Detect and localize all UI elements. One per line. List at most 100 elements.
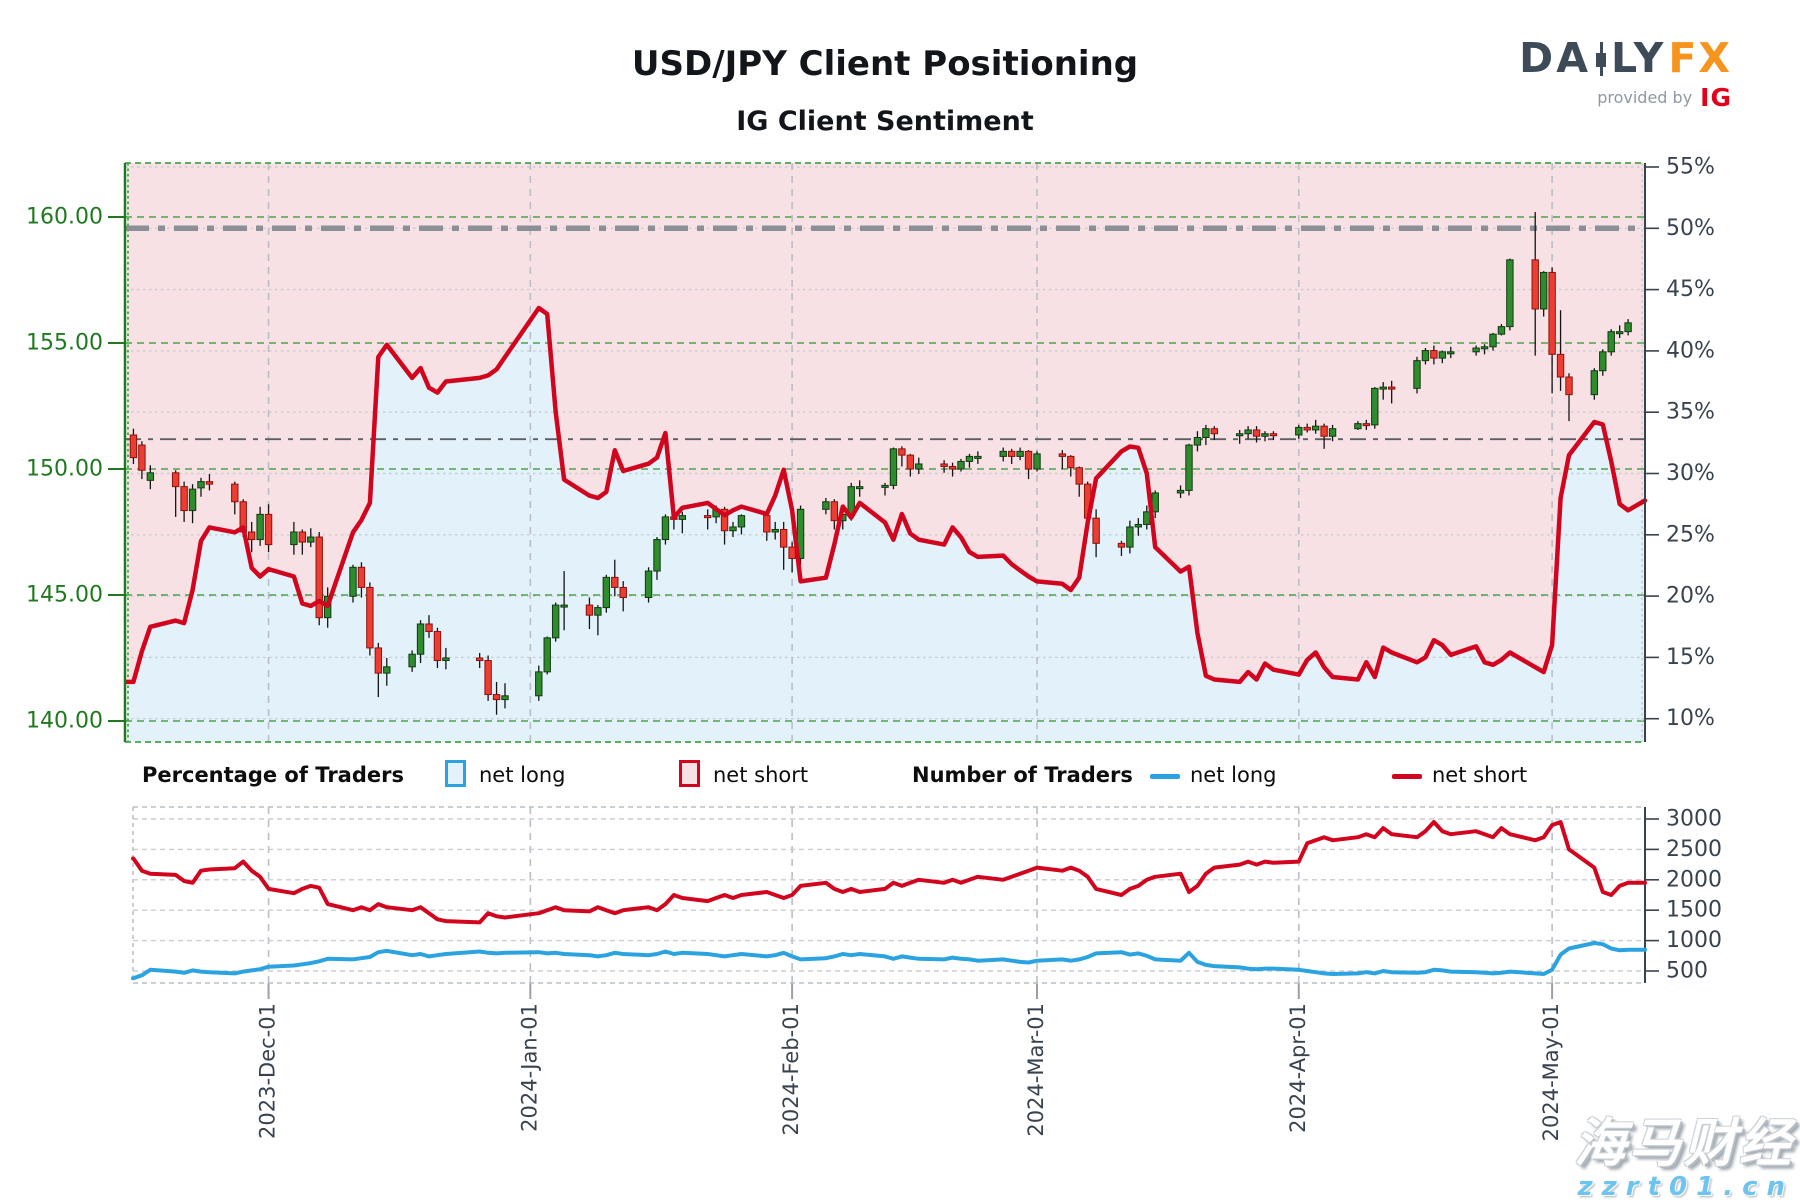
candle-down [374, 647, 383, 674]
candle-down [1269, 433, 1278, 437]
pct-axis-label: 50% [1666, 216, 1715, 241]
candle-down [1548, 271, 1556, 355]
candle-down [180, 486, 188, 512]
pct-axis-label: 45% [1666, 277, 1715, 302]
pct-axis-label: 25% [1666, 522, 1715, 547]
candle-down [1058, 453, 1067, 457]
candle-down [171, 472, 180, 488]
logo-candlestick-icon [1595, 41, 1607, 76]
candle-up [560, 604, 568, 608]
net-short-count-line [131, 820, 1647, 925]
count-axis-label: 2000 [1666, 867, 1722, 892]
candle-down [1362, 423, 1371, 427]
candle-down [1092, 517, 1100, 544]
net-long-count-line [131, 941, 1647, 981]
candle-down [484, 660, 492, 696]
logo-text-da: DA [1519, 34, 1591, 82]
candle-down [1252, 429, 1261, 437]
candle-down [948, 465, 957, 470]
ig-logo: IG [1700, 83, 1732, 112]
candle-down [720, 508, 729, 532]
candle-up [915, 463, 923, 470]
candle-up [1438, 351, 1447, 359]
candle-down [1303, 426, 1311, 431]
net-short-area [127, 163, 1645, 682]
chart-legend: Percentage of Traders net long net short… [0, 760, 1800, 796]
pct-axis-label: 15% [1666, 645, 1715, 670]
candle-up [771, 528, 779, 533]
candle-down [1007, 450, 1016, 457]
candle-up [1311, 425, 1320, 431]
candle-down [703, 515, 712, 519]
candle-down [264, 513, 273, 546]
x-axis-date-label: 2024-May-01 [1539, 1003, 1563, 1141]
candle-down [1024, 450, 1033, 470]
candle-up [881, 484, 889, 488]
candle-down [1430, 350, 1438, 359]
provided-by-row: provided by IG [1519, 85, 1732, 110]
count-axis-label: 1000 [1666, 928, 1722, 953]
candle-up [678, 515, 687, 520]
candle-up [1472, 347, 1480, 353]
candle-down [763, 515, 771, 533]
price-axis-label: 140.00 [26, 709, 103, 734]
candle-down [475, 657, 484, 662]
candle-up [1235, 433, 1244, 437]
watermark: 海马财经 zzrt01.cn [1574, 1118, 1794, 1200]
candle-up [543, 637, 551, 673]
watermark-line2: zzrt01.cn [1577, 1172, 1794, 1200]
candle-down [492, 694, 501, 701]
watermark-line1: 海马财经 [1573, 1114, 1794, 1174]
candle-up [796, 508, 805, 559]
candle-down [1067, 455, 1075, 469]
candle-up [1624, 322, 1632, 333]
candle-down [1387, 386, 1396, 390]
candle-down [205, 481, 214, 485]
candle-up [197, 481, 205, 489]
candle-up [594, 607, 602, 616]
candle-up [602, 576, 611, 609]
x-axis-date-label: 2024-Jan-01 [517, 1003, 541, 1132]
candle-up [307, 536, 315, 543]
logo-text-ly: LY [1610, 34, 1667, 82]
candle-up [1539, 271, 1548, 310]
legend-long-line-swatch [1150, 774, 1180, 779]
price-axis-label: 160.00 [26, 205, 103, 230]
candle-down [585, 604, 594, 616]
candle-up [1143, 511, 1151, 525]
candle-down [298, 531, 307, 543]
legend-net-short-swatch [679, 760, 700, 787]
candle-up [855, 486, 864, 490]
candle-up [661, 516, 670, 541]
pct-axis-label: 30% [1666, 461, 1715, 486]
candle-down [129, 434, 138, 459]
candle-down [1531, 259, 1539, 310]
candle-down [1320, 425, 1328, 437]
candle-up [501, 695, 509, 701]
candle-down [433, 631, 442, 662]
candle-up [1371, 387, 1379, 426]
provided-by-text: provided by [1597, 87, 1693, 107]
candle-down [138, 444, 146, 471]
candle-down [788, 546, 796, 559]
legend-net-long-label: net long [479, 763, 566, 787]
candle-up [290, 531, 298, 546]
legend-net-long-swatch [445, 760, 466, 787]
candle-down [357, 566, 366, 588]
dailyfx-logo-row: DA LY FX [1519, 38, 1732, 79]
x-axis-date-label: 2024-Apr-01 [1286, 1003, 1310, 1133]
candle-up [1126, 526, 1134, 548]
candle-up [1480, 346, 1489, 350]
price-axis-label: 150.00 [26, 457, 103, 482]
candle-down [1075, 467, 1083, 485]
candle-up [653, 539, 661, 572]
candle-up [1176, 489, 1185, 494]
price-axis-label: 155.00 [26, 331, 103, 356]
candle-down [425, 623, 433, 633]
candle-down [1210, 428, 1219, 435]
candle-up [256, 513, 264, 541]
candle-up [146, 472, 155, 481]
count-axis-label: 3000 [1666, 807, 1722, 832]
